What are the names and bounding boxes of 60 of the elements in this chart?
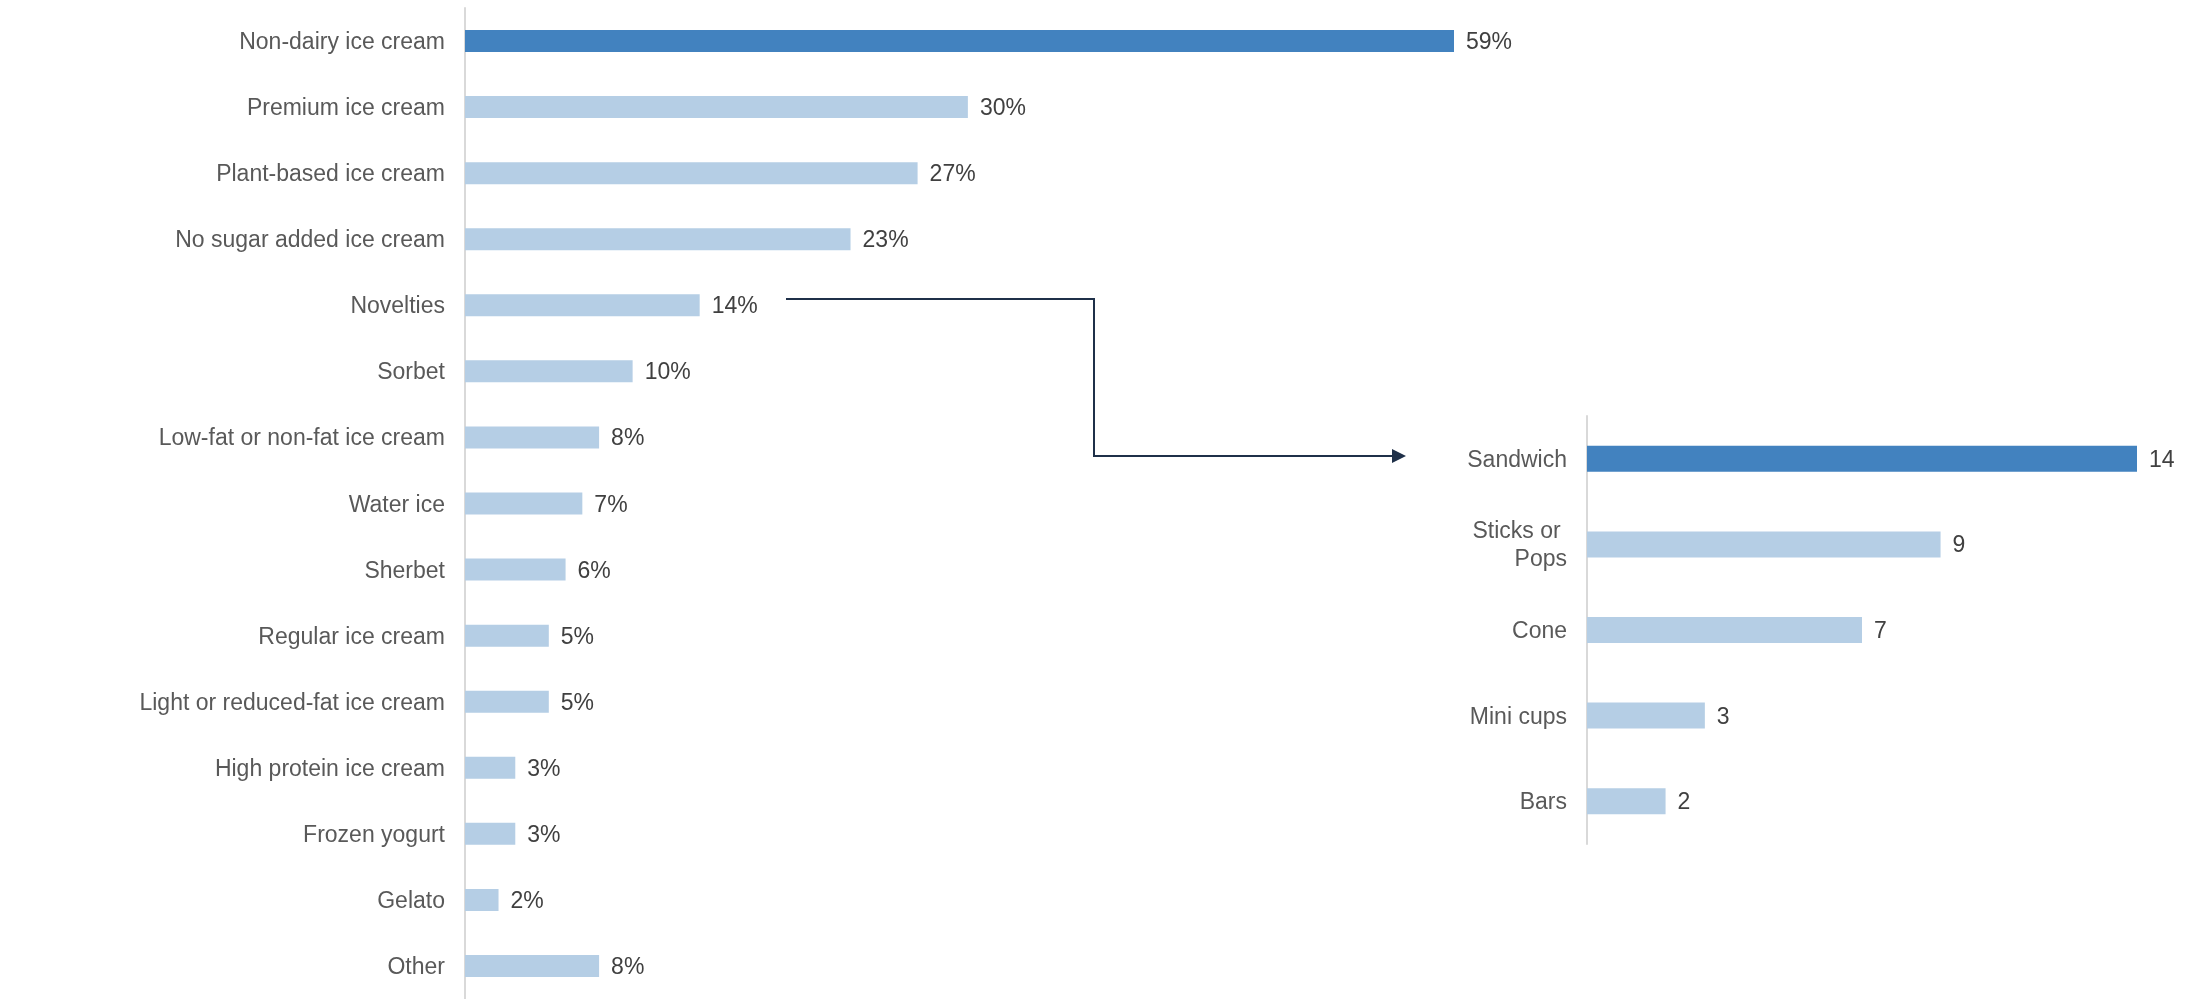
bar — [465, 294, 700, 317]
y-tick-label: Gelato — [377, 886, 445, 913]
y-tick-label: Frozen yogurt — [303, 820, 446, 847]
y-tick-label: Mini cups — [1469, 702, 1567, 729]
y-tick-label: Sorbet — [377, 358, 446, 385]
data-label: 59% — [1466, 28, 1513, 55]
bar — [465, 426, 600, 449]
data-label: 7 — [1874, 617, 1887, 643]
y-tick-label: Plant-based ice cream — [216, 160, 445, 187]
y-tick-label: Sandwich — [1467, 445, 1567, 472]
y-tick-label: Premium ice cream — [246, 94, 445, 121]
data-label: 5% — [560, 622, 595, 649]
y-tick-label: Sticks or Pops — [1472, 517, 1567, 572]
bar — [465, 822, 516, 845]
bar — [465, 96, 968, 119]
bar — [465, 360, 633, 383]
bar — [465, 492, 583, 515]
y-tick-label: Regular ice cream — [258, 622, 445, 649]
bar — [465, 162, 918, 185]
bar — [1587, 617, 1862, 643]
y-tick-label: Water ice — [348, 490, 445, 517]
data-label: 14 — [2149, 445, 2175, 472]
bar — [465, 888, 499, 911]
data-label: 23% — [862, 226, 909, 253]
y-tick-label: Bars — [1519, 788, 1567, 815]
y-tick-label: No sugar added ice cream — [175, 226, 445, 253]
data-label: 3 — [1716, 702, 1730, 729]
data-label: 14% — [711, 292, 758, 319]
bar — [465, 558, 566, 581]
data-label: 27% — [929, 160, 976, 187]
data-label: 30% — [979, 94, 1026, 121]
bar — [1587, 702, 1705, 729]
y-tick-label: Cone — [1512, 617, 1567, 643]
data-label: 8% — [611, 952, 645, 979]
y-tick-label: High protein ice cream — [214, 754, 445, 781]
data-label: 7% — [594, 490, 628, 517]
data-label: 2% — [510, 886, 544, 913]
bar — [465, 30, 1454, 53]
bar — [1587, 788, 1666, 815]
bar — [465, 624, 549, 647]
bar — [1587, 531, 1941, 558]
data-label: 5% — [560, 688, 595, 715]
data-label: 6% — [577, 556, 611, 583]
y-tick-label: Non-dairy ice cream — [239, 28, 445, 55]
bar — [465, 756, 516, 779]
y-tick-label: Sherbet — [364, 556, 446, 583]
data-label: 2 — [1677, 788, 1691, 815]
data-label: 3% — [527, 820, 561, 847]
data-label: 10% — [644, 358, 691, 385]
data-label: 8% — [611, 424, 645, 451]
y-tick-label: Low-fat or non-fat ice cream — [158, 424, 445, 451]
data-label: 9 — [1952, 531, 1966, 558]
data-label: 3% — [527, 754, 561, 781]
y-tick-label: Light or reduced-fat ice cream — [139, 688, 445, 715]
y-tick-label: Other — [387, 952, 446, 979]
bar — [465, 228, 851, 251]
bar — [1587, 445, 2137, 472]
bar — [465, 954, 600, 977]
bar — [465, 690, 549, 713]
y-tick-label: Novelties — [350, 292, 445, 319]
